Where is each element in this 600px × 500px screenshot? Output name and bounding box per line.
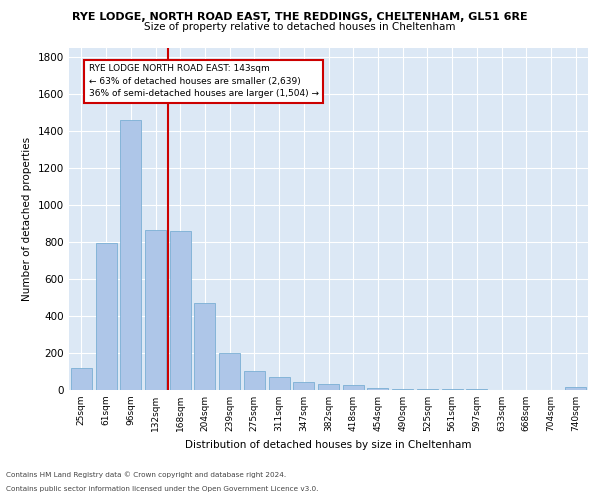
Bar xyxy=(293,382,314,390)
Bar xyxy=(120,120,141,390)
Bar xyxy=(71,368,92,390)
Y-axis label: Number of detached properties: Number of detached properties xyxy=(22,136,32,301)
Text: Contains HM Land Registry data © Crown copyright and database right 2024.: Contains HM Land Registry data © Crown c… xyxy=(6,471,286,478)
Bar xyxy=(244,370,265,390)
Bar xyxy=(219,353,240,390)
Bar xyxy=(269,378,290,390)
Bar xyxy=(392,388,413,390)
Text: Size of property relative to detached houses in Cheltenham: Size of property relative to detached ho… xyxy=(144,22,456,32)
Text: RYE LODGE NORTH ROAD EAST: 143sqm
← 63% of detached houses are smaller (2,639)
3: RYE LODGE NORTH ROAD EAST: 143sqm ← 63% … xyxy=(89,64,319,98)
Bar xyxy=(95,243,116,390)
Bar xyxy=(343,386,364,390)
Text: Contains public sector information licensed under the Open Government Licence v3: Contains public sector information licen… xyxy=(6,486,319,492)
Bar xyxy=(367,388,388,390)
Bar xyxy=(417,389,438,390)
Bar xyxy=(318,384,339,390)
X-axis label: Distribution of detached houses by size in Cheltenham: Distribution of detached houses by size … xyxy=(185,440,472,450)
Bar xyxy=(565,386,586,390)
Text: RYE LODGE, NORTH ROAD EAST, THE REDDINGS, CHELTENHAM, GL51 6RE: RYE LODGE, NORTH ROAD EAST, THE REDDINGS… xyxy=(72,12,528,22)
Bar xyxy=(170,231,191,390)
Bar xyxy=(194,303,215,390)
Bar xyxy=(145,230,166,390)
